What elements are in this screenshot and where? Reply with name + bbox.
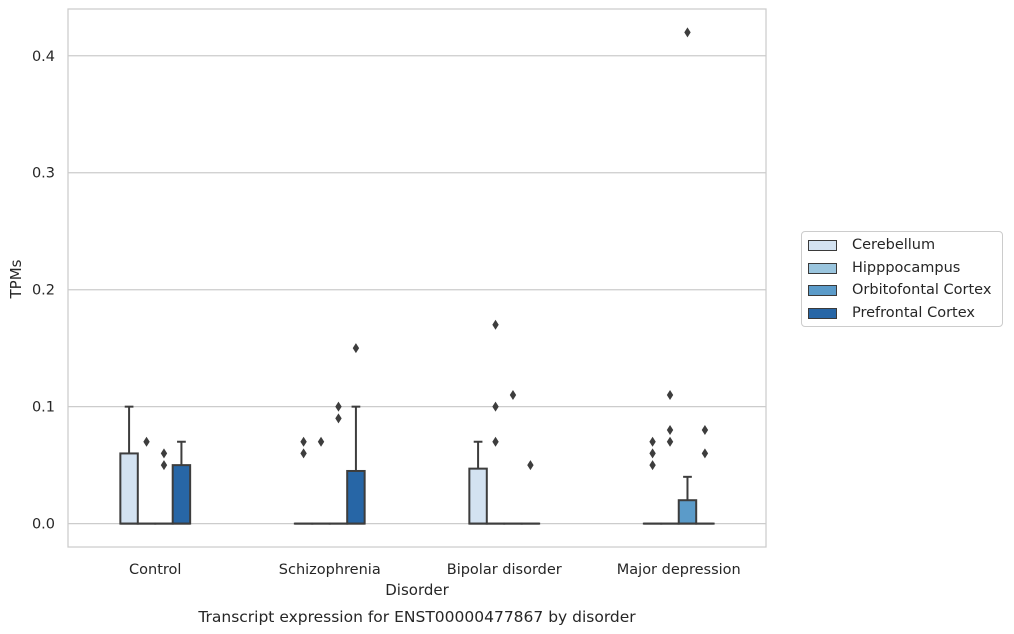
- x-tick-label: Major depression: [617, 562, 741, 578]
- box-cerebellum-bipolar-disorder: [468, 440, 488, 525]
- outlier-point-prefrontal-cortex: [352, 343, 360, 354]
- legend-label-hipppocampus: Hipppocampus: [852, 260, 961, 276]
- outlier-point-cerebellum: [300, 448, 307, 459]
- box-body: [346, 469, 366, 525]
- y-tick-label: 0.3: [32, 166, 55, 182]
- y-tick-label: 0.0: [32, 517, 55, 533]
- box-body: [119, 452, 139, 525]
- box-prefrontal-cortex-control: [171, 440, 192, 525]
- box-body: [171, 464, 192, 525]
- outlier-point-orbitofontal-cortex: [684, 27, 691, 38]
- y-tick-label: 0.2: [32, 283, 55, 299]
- x-axis-label: Disorder: [385, 581, 449, 599]
- legend-swatch-hipppocampus: [808, 262, 837, 274]
- box-prefrontal-cortex-schizophrenia: [346, 405, 366, 525]
- outlier-point-orbitofontal-cortex: [509, 389, 517, 400]
- legend-item-prefrontal-cortex: Prefrontal Cortex: [808, 303, 975, 323]
- legend-item-orbitofontal-cortex: Orbitofontal Cortex: [808, 280, 991, 300]
- outlier-point-hipppocampus: [666, 436, 674, 447]
- y-tick-labels: 0.0 0.1 0.2 0.3 0.4: [32, 49, 55, 533]
- plot-area-frame: [67, 8, 767, 548]
- legend-item-cerebellum: Cerebellum: [808, 235, 935, 255]
- outlier-point-hipppocampus: [666, 389, 674, 400]
- outlier-point-orbitofontal-cortex: [335, 413, 342, 424]
- x-tick-label: Schizophrenia: [279, 562, 381, 578]
- chart-title: Transcript expression for ENST0000047786…: [197, 608, 636, 626]
- x-tick-label: Control: [129, 562, 181, 578]
- x-tick-label: Bipolar disorder: [447, 562, 562, 578]
- outlier-point-prefrontal-cortex: [701, 425, 709, 436]
- box-body: [677, 499, 698, 525]
- box-orbitofontal-cortex-major-depression: [677, 475, 698, 525]
- grid-layer: [68, 55, 766, 525]
- outlier-point-orbitofontal-cortex: [335, 401, 342, 412]
- outlier-point-hipppocampus: [143, 436, 150, 447]
- outlier-point-cerebellum: [649, 460, 656, 471]
- x-tick-labels: Control Schizophrenia Bipolar disorder Majo…: [129, 562, 741, 578]
- outlier-point-cerebellum: [649, 448, 656, 459]
- outlier-point-hipppocampus: [492, 319, 499, 330]
- legend-swatch-orbitofontal-cortex: [808, 284, 837, 296]
- outlier-point-orbitofontal-cortex: [160, 448, 168, 459]
- outlier-point-hipppocampus: [317, 436, 325, 447]
- outlier-point-hipppocampus: [492, 436, 499, 447]
- outlier-point-hipppocampus: [666, 425, 674, 436]
- outlier-point-prefrontal-cortex: [527, 460, 534, 471]
- legend-item-hipppocampus: Hipppocampus: [808, 258, 960, 278]
- outlier-point-cerebellum: [300, 436, 307, 447]
- outlier-point-prefrontal-cortex: [701, 448, 709, 459]
- outlier-point-cerebellum: [649, 436, 656, 447]
- legend-swatch-cerebellum: [808, 239, 837, 251]
- legend-label-cerebellum: Cerebellum: [852, 237, 936, 253]
- outlier-point-hipppocampus: [492, 401, 499, 412]
- legend: Cerebellum Hipppocampus Orbitofontal Cor…: [801, 231, 1003, 327]
- y-axis-label: TPMs: [7, 259, 25, 299]
- y-tick-label: 0.4: [32, 49, 55, 65]
- box-cerebellum-control: [119, 405, 139, 525]
- legend-swatch-prefrontal-cortex: [808, 307, 837, 319]
- legend-label-prefrontal-cortex: Prefrontal Cortex: [852, 305, 975, 321]
- outlier-point-orbitofontal-cortex: [160, 460, 168, 471]
- legend-label-orbitofontal-cortex: Orbitofontal Cortex: [852, 282, 992, 298]
- boxes-layer: [119, 405, 715, 525]
- outliers-layer: [143, 27, 709, 471]
- box-body: [468, 467, 488, 525]
- y-tick-label: 0.1: [32, 400, 55, 416]
